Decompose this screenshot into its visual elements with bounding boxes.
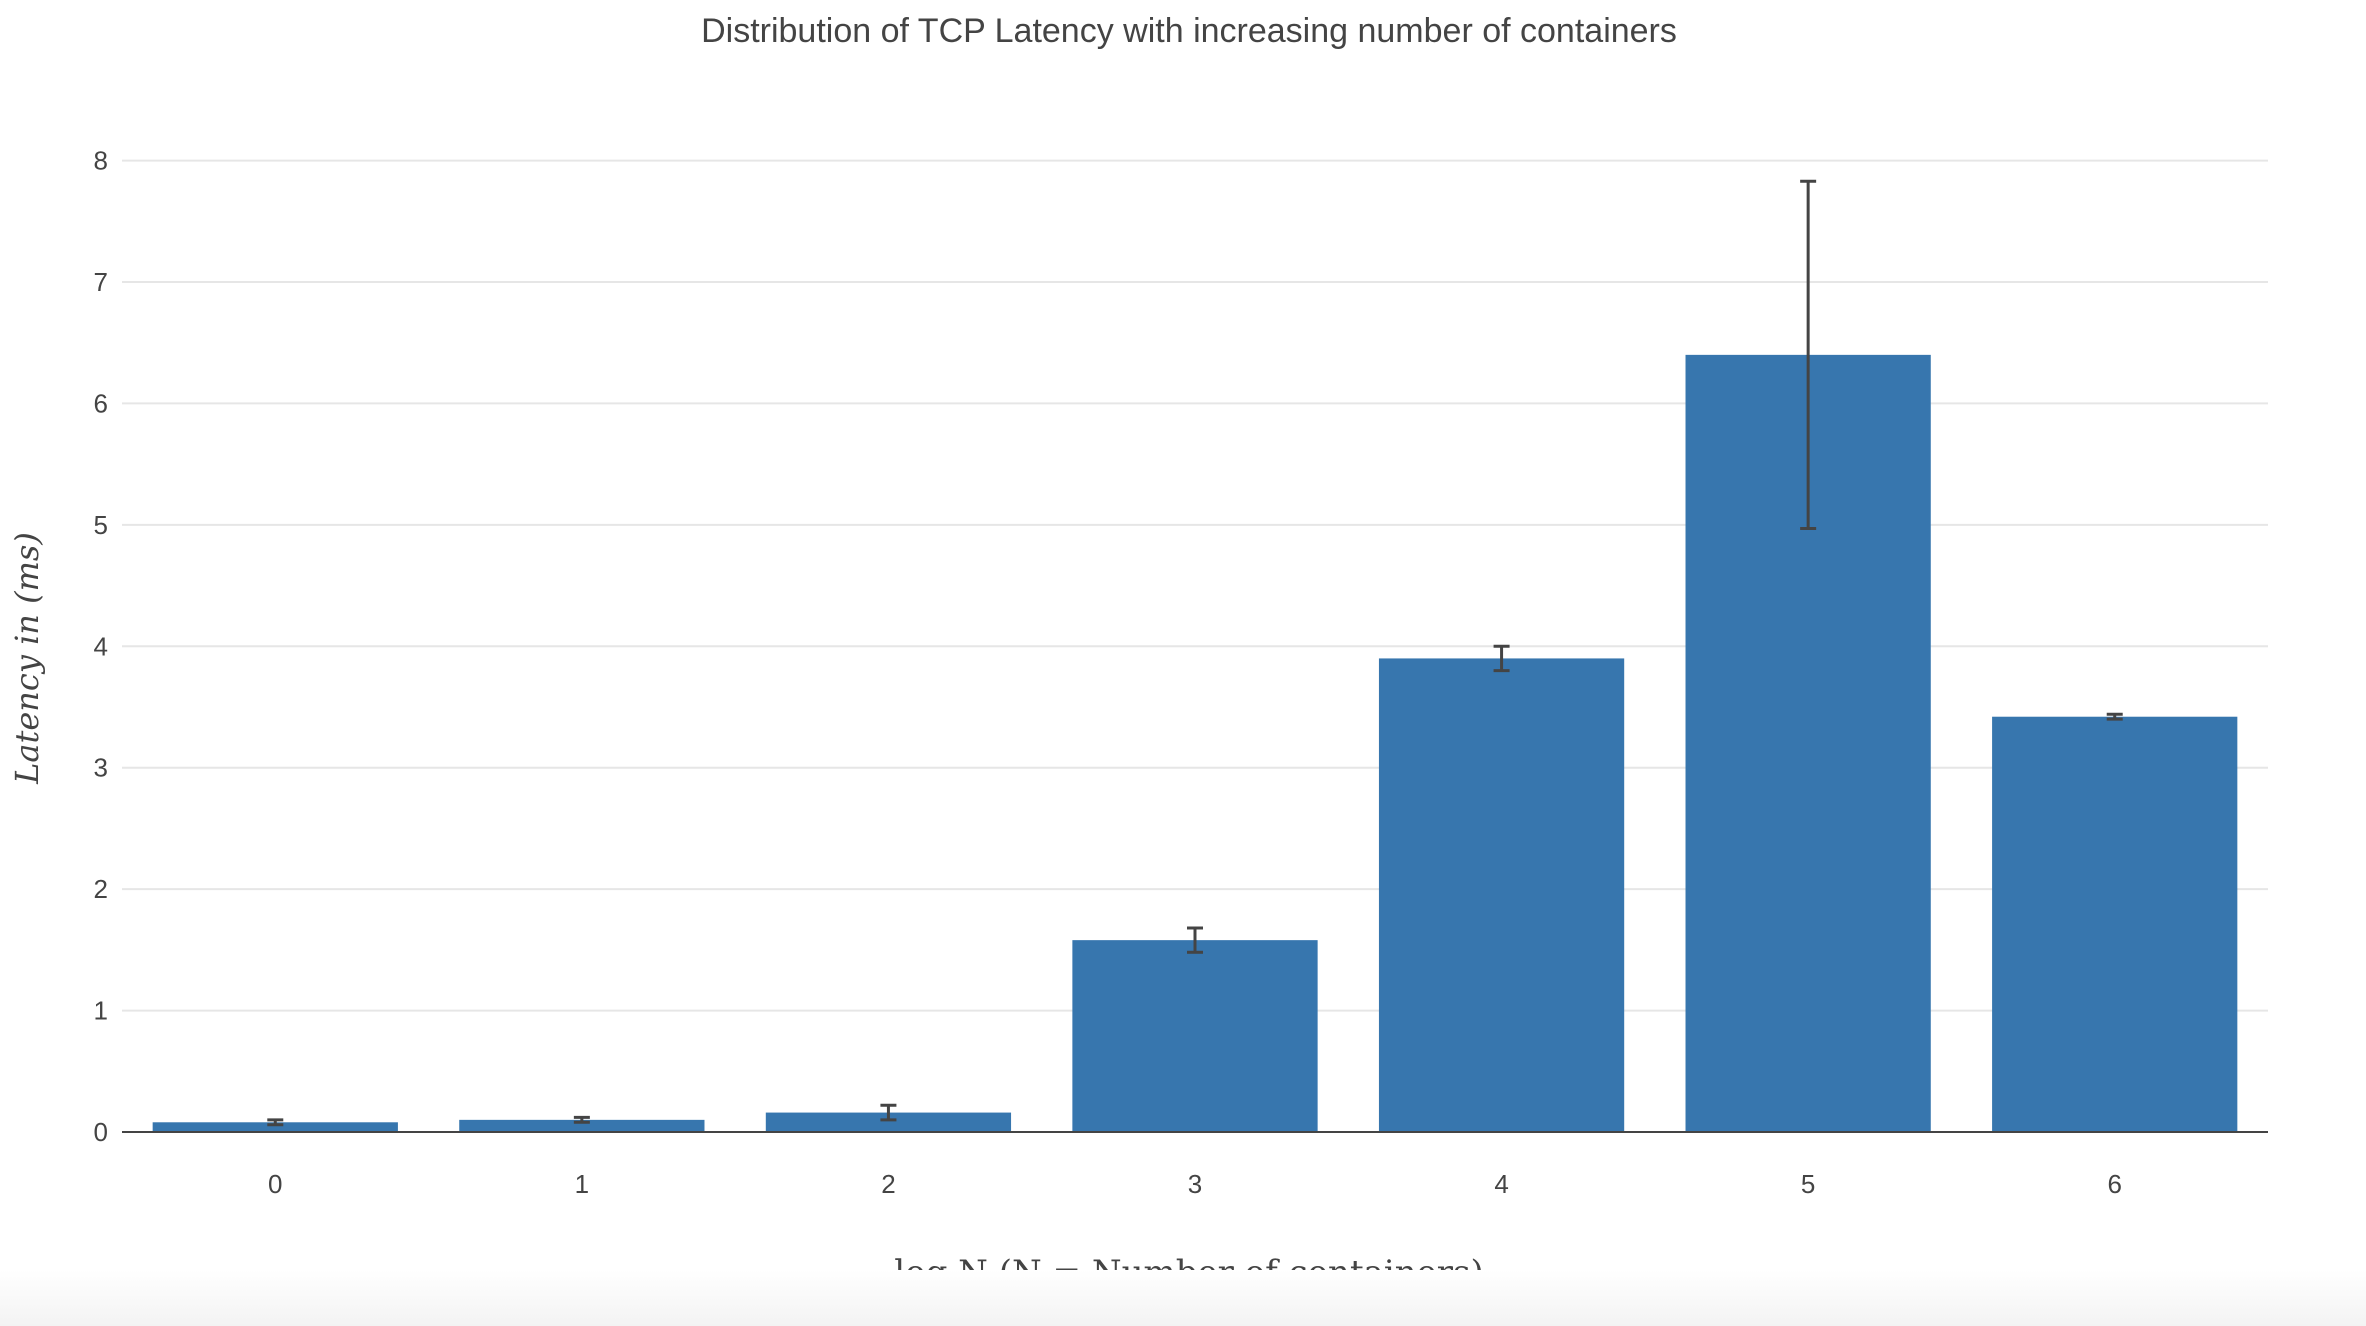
bar <box>459 1119 705 1132</box>
y-tick-label: 0 <box>94 1117 108 1147</box>
y-tick-label: 2 <box>94 874 108 904</box>
bottom-shade <box>0 1270 2366 1326</box>
bars <box>152 354 2238 1132</box>
bar <box>1992 716 2238 1132</box>
x-tick-label: 0 <box>268 1169 282 1199</box>
y-tick-label: 6 <box>94 388 108 418</box>
y-tick-label: 5 <box>94 510 108 540</box>
y-tick-label: 1 <box>94 996 108 1026</box>
bar <box>765 1112 1012 1132</box>
bar <box>1378 658 1625 1132</box>
error-bars <box>267 179 2123 1127</box>
x-tick-labels: 0 1 2 3 4 5 6 <box>268 1169 2122 1199</box>
x-tick-label: 3 <box>1188 1169 1202 1199</box>
x-tick-label: 1 <box>575 1169 589 1199</box>
y-axis-label: Latency in (ms) <box>8 532 46 785</box>
y-tick-labels: 0 1 2 3 4 5 6 7 8 <box>94 146 108 1147</box>
x-tick-label: 2 <box>881 1169 895 1199</box>
x-tick-label: 6 <box>2107 1169 2121 1199</box>
x-tick-label: 5 <box>1801 1169 1815 1199</box>
bar <box>152 1122 398 1132</box>
gridlines <box>122 159 2268 1012</box>
y-tick-label: 4 <box>94 631 108 661</box>
x-tick-label: 4 <box>1494 1169 1508 1199</box>
bar <box>1072 940 1318 1132</box>
y-tick-label: 7 <box>94 267 108 297</box>
y-tick-label: 3 <box>94 753 108 783</box>
y-tick-label: 8 <box>94 146 108 176</box>
chart-title: Distribution of TCP Latency with increas… <box>701 12 1677 50</box>
